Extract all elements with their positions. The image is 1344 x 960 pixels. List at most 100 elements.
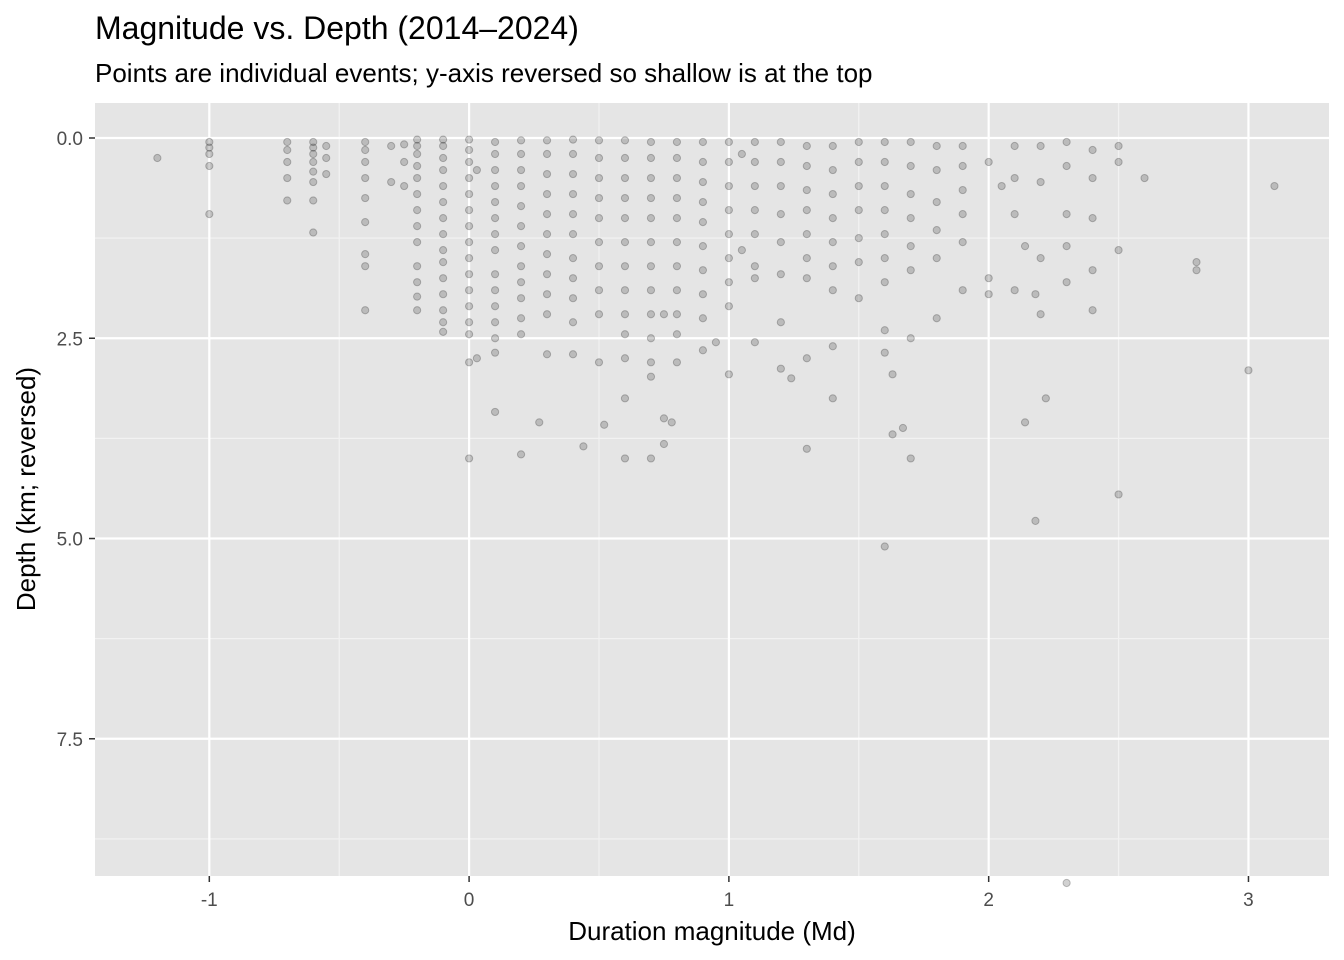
data-point (667, 418, 676, 427)
data-point (724, 205, 733, 215)
data-point (594, 193, 604, 203)
data-point (594, 310, 604, 319)
data-point (283, 145, 292, 155)
data-point (413, 173, 422, 183)
data-point (750, 274, 759, 283)
data-point (464, 145, 474, 155)
data-point (516, 165, 526, 175)
data-point (568, 135, 578, 144)
data-point (413, 161, 422, 171)
data-point (568, 254, 578, 263)
data-point (490, 318, 500, 327)
data-point (464, 205, 474, 215)
data-point (672, 193, 682, 203)
data-point (880, 542, 889, 551)
data-point (309, 167, 318, 176)
data-point (516, 149, 526, 159)
chart-subtitle: Points are individual events; y-axis rev… (95, 58, 873, 88)
data-point (659, 310, 669, 319)
data-point (413, 292, 422, 301)
data-point (1010, 286, 1019, 295)
chart-title: Magnitude vs. Depth (2014–2024) (95, 10, 579, 46)
data-point (153, 153, 162, 163)
data-point (802, 185, 811, 195)
data-point (490, 286, 500, 295)
data-point (802, 444, 811, 453)
data-point (620, 454, 630, 463)
data-point (620, 173, 630, 183)
x-tick-label: 2 (983, 890, 994, 911)
y-tick-label: 7.5 (57, 730, 83, 751)
data-point (1244, 366, 1253, 375)
data-point (464, 238, 474, 247)
data-point (1036, 254, 1045, 263)
data-point (464, 270, 474, 279)
data-point (205, 149, 214, 159)
plot-panel (95, 103, 1329, 876)
data-point (464, 173, 474, 183)
data-point (464, 318, 474, 327)
data-point (750, 137, 759, 147)
data-point (490, 348, 500, 357)
data-point (724, 181, 733, 191)
x-axis-ticks: -1 0 1 2 3 (201, 876, 1254, 911)
data-point (750, 262, 759, 271)
data-point (776, 157, 785, 167)
data-point (309, 196, 318, 205)
data-point (309, 157, 318, 167)
data-point (413, 135, 422, 144)
data-point (888, 370, 897, 379)
data-point (1062, 878, 1071, 888)
data-point (439, 230, 448, 239)
data-point (490, 197, 500, 207)
data-point (854, 205, 863, 215)
data-point (932, 314, 941, 323)
data-point (413, 222, 422, 231)
data-point (698, 137, 708, 147)
data-point (932, 141, 941, 151)
data-point (1036, 141, 1045, 151)
data-point (646, 454, 656, 463)
y-axis-ticks: 0.0 2.5 5.0 7.5 (57, 129, 95, 751)
data-point (958, 161, 967, 171)
data-point (828, 394, 837, 403)
y-tick-label: 2.5 (57, 329, 83, 350)
data-point (737, 246, 746, 255)
data-point (464, 189, 474, 199)
data-point (906, 454, 915, 463)
data-point (490, 270, 500, 279)
data-point (984, 157, 993, 167)
data-point (568, 318, 578, 327)
data-point (464, 222, 474, 231)
data-point (898, 423, 908, 433)
data-point (659, 439, 669, 449)
data-point (724, 278, 733, 287)
grid-major (95, 103, 1329, 876)
data-point (698, 290, 708, 299)
data-point (646, 173, 656, 183)
data-point (750, 338, 759, 347)
data-point (854, 157, 863, 167)
x-tick-label: 3 (1243, 890, 1254, 911)
data-point (490, 334, 500, 343)
data-point (568, 149, 578, 159)
data-point (646, 372, 656, 381)
data-point (802, 161, 811, 171)
data-point (568, 209, 578, 219)
data-point (787, 374, 796, 383)
data-point (958, 185, 967, 195)
data-point (1114, 490, 1123, 499)
data-point (620, 354, 630, 363)
data-point (854, 294, 863, 303)
data-point (205, 209, 214, 219)
data-point (516, 314, 526, 323)
data-point (535, 418, 544, 427)
data-point (672, 137, 682, 147)
data-point (620, 153, 630, 163)
data-point (672, 214, 682, 223)
data-point (568, 274, 578, 283)
data-point (439, 290, 448, 299)
data-point (439, 181, 448, 191)
data-point (1088, 266, 1097, 275)
